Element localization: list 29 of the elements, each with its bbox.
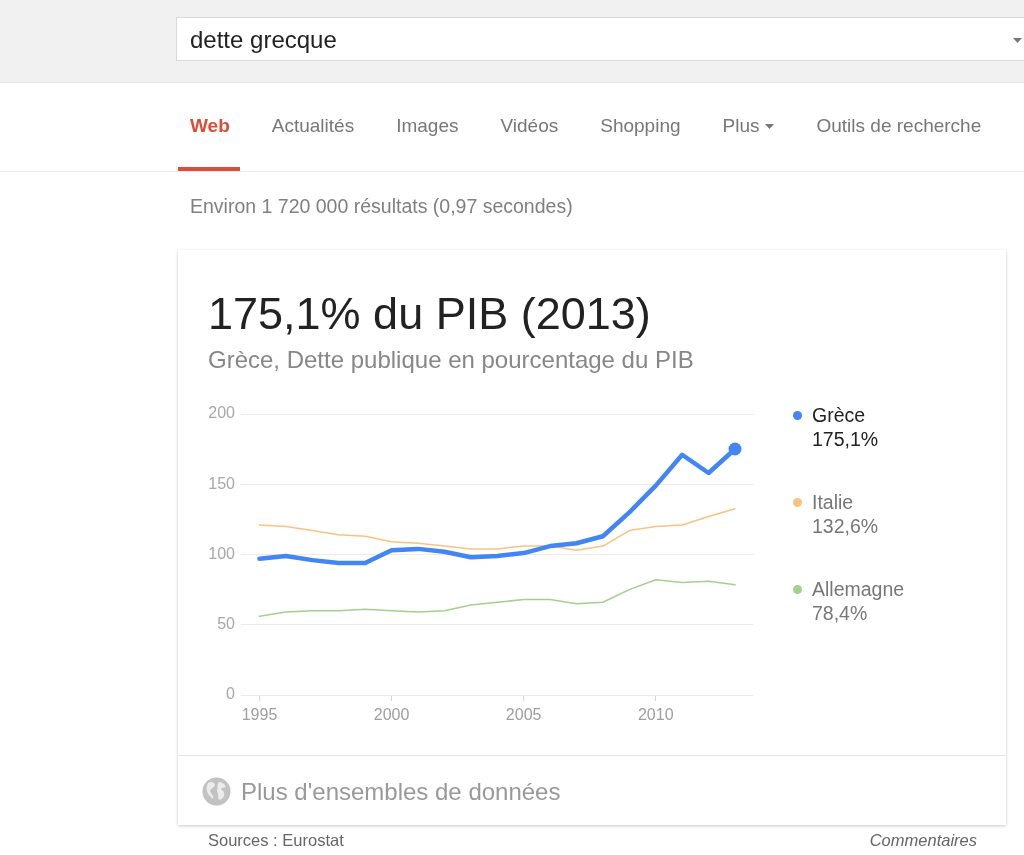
chart-title: 175,1% du PIB (2013) [208, 288, 651, 340]
x-tick-label: 2005 [505, 706, 542, 724]
text: dette grecque [190, 25, 337, 55]
source-note: Sources : Eurostat [208, 830, 344, 850]
text: 78,4% [812, 601, 868, 625]
text: Plus d'ensembles de données [241, 777, 561, 807]
legend-label: Italie [812, 490, 854, 514]
text: Web [190, 114, 230, 138]
text: 132,6% [812, 514, 879, 538]
x-tick-label: 2010 [637, 706, 674, 724]
y-tick-label: 100 [208, 544, 236, 562]
text: Actualités [271, 114, 355, 138]
y-tick-label: 50 [217, 615, 236, 633]
x-tick-label: 2000 [373, 706, 410, 724]
text: Images [396, 114, 459, 138]
x-tick-label: 1995 [241, 706, 278, 724]
text: 175,1% [812, 427, 879, 451]
legend-label: Grèce [812, 403, 866, 427]
chart-subtitle: Grèce, Dette publique en pourcentage du PIB [208, 345, 694, 375]
text: Outils de recherche [816, 114, 982, 138]
text: Environ 1 720 000 résultats (0,97 secondes) [190, 194, 573, 218]
y-tick-label: 0 [226, 685, 236, 703]
y-tick-label: 150 [208, 474, 236, 492]
y-tick-label: 200 [208, 404, 236, 422]
text: Commentaires [869, 830, 977, 850]
text: Plus [722, 114, 761, 138]
text: Vidéos [500, 114, 559, 138]
text: Shopping [600, 114, 681, 138]
legend-label: Allemagne [812, 577, 905, 601]
